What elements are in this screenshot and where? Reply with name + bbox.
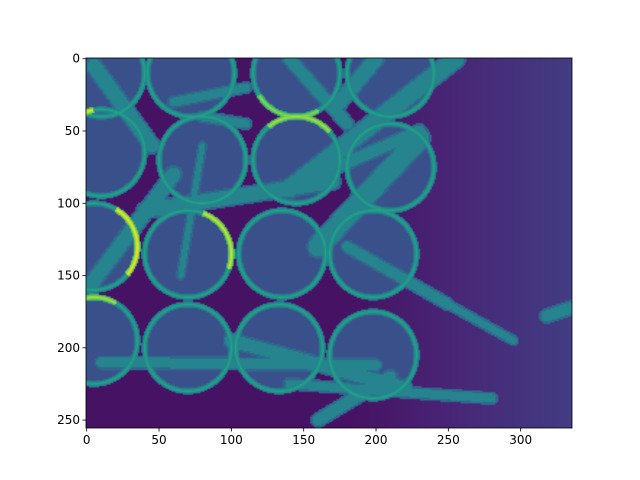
axes: 0 50 100 150 200 250 300 0 50 100 150 200 250 xyxy=(57,52,573,447)
axes-frame xyxy=(85,57,573,429)
x-tick-label: 0 xyxy=(83,433,91,447)
y-tick-label: 100 xyxy=(57,196,80,210)
x-tick-label: 250 xyxy=(437,433,460,447)
x-tick-label: 50 xyxy=(151,433,166,447)
y-tick-label: 0 xyxy=(72,52,80,66)
x-tick-label: 150 xyxy=(292,433,315,447)
y-tick-label: 150 xyxy=(57,269,80,283)
y-tick-label: 250 xyxy=(57,413,80,427)
y-tick-label: 200 xyxy=(57,341,80,355)
x-tick-label: 200 xyxy=(365,433,388,447)
y-tick-label: 50 xyxy=(65,124,80,138)
x-tick-label: 300 xyxy=(509,433,532,447)
x-tick-label: 100 xyxy=(220,433,243,447)
heatmap-image xyxy=(86,58,572,428)
